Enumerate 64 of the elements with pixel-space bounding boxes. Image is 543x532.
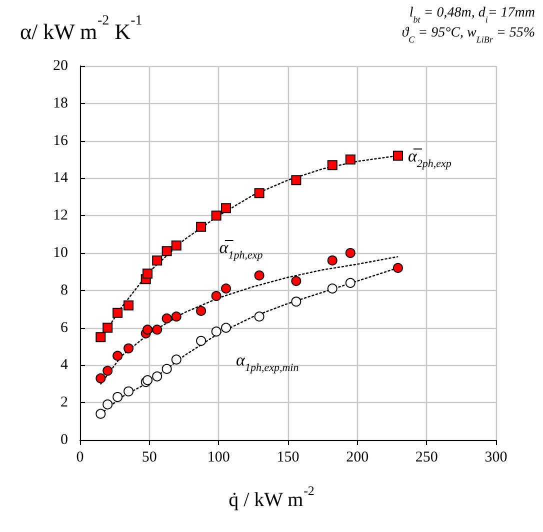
point bbox=[327, 284, 338, 294]
point bbox=[291, 175, 302, 186]
x-tick-label: 300 bbox=[484, 450, 508, 466]
point bbox=[152, 371, 162, 382]
point bbox=[162, 246, 172, 256]
point bbox=[96, 408, 106, 419]
point bbox=[392, 262, 403, 273]
y-tick-label: 20 bbox=[53, 58, 68, 74]
x-tick-label: 100 bbox=[207, 450, 230, 466]
point bbox=[345, 154, 356, 164]
x-tick-label: 250 bbox=[415, 450, 438, 466]
point bbox=[211, 326, 222, 337]
point bbox=[196, 336, 206, 346]
point bbox=[142, 324, 153, 335]
x-tick-label: 150 bbox=[276, 450, 300, 466]
y-tick-label: 12 bbox=[53, 208, 68, 224]
point bbox=[96, 373, 106, 384]
y-tick-label: 18 bbox=[53, 95, 68, 112]
point bbox=[254, 270, 264, 280]
point bbox=[171, 354, 182, 365]
y-tick-label: 14 bbox=[53, 170, 68, 186]
y-tick-label: 4 bbox=[60, 357, 68, 374]
point bbox=[327, 255, 338, 266]
point bbox=[124, 343, 134, 354]
point bbox=[196, 222, 206, 232]
point bbox=[112, 392, 123, 402]
point bbox=[345, 248, 356, 258]
point bbox=[327, 160, 338, 170]
point bbox=[142, 268, 153, 279]
point bbox=[112, 308, 123, 318]
y-tick-label: 6 bbox=[60, 320, 68, 336]
point bbox=[291, 296, 302, 307]
point bbox=[211, 291, 222, 302]
point bbox=[102, 366, 113, 376]
x-tick-label: 50 bbox=[142, 450, 157, 466]
point bbox=[102, 399, 113, 410]
point bbox=[112, 350, 123, 361]
point bbox=[162, 364, 172, 374]
point bbox=[171, 240, 182, 251]
point bbox=[254, 312, 264, 322]
point bbox=[162, 313, 172, 324]
point bbox=[392, 150, 403, 161]
point bbox=[221, 203, 232, 214]
point bbox=[345, 278, 356, 288]
point bbox=[291, 276, 302, 286]
point bbox=[221, 322, 232, 333]
x-tick-label: 200 bbox=[346, 450, 369, 466]
point bbox=[152, 324, 162, 335]
y-tick-label: 0 bbox=[60, 432, 68, 448]
y-tick-label: 10 bbox=[53, 245, 68, 261]
point bbox=[221, 284, 232, 294]
y-tick-label: 8 bbox=[60, 282, 68, 298]
point bbox=[96, 332, 106, 342]
point bbox=[124, 300, 134, 310]
point bbox=[254, 188, 264, 198]
point bbox=[152, 255, 162, 266]
point bbox=[102, 322, 113, 333]
point bbox=[196, 306, 206, 316]
x-tick-label: 0 bbox=[76, 450, 84, 466]
point bbox=[171, 312, 182, 322]
point bbox=[211, 210, 222, 221]
y-tick-label: 2 bbox=[60, 394, 68, 411]
y-tick-label: 16 bbox=[53, 132, 68, 149]
point bbox=[124, 386, 134, 396]
